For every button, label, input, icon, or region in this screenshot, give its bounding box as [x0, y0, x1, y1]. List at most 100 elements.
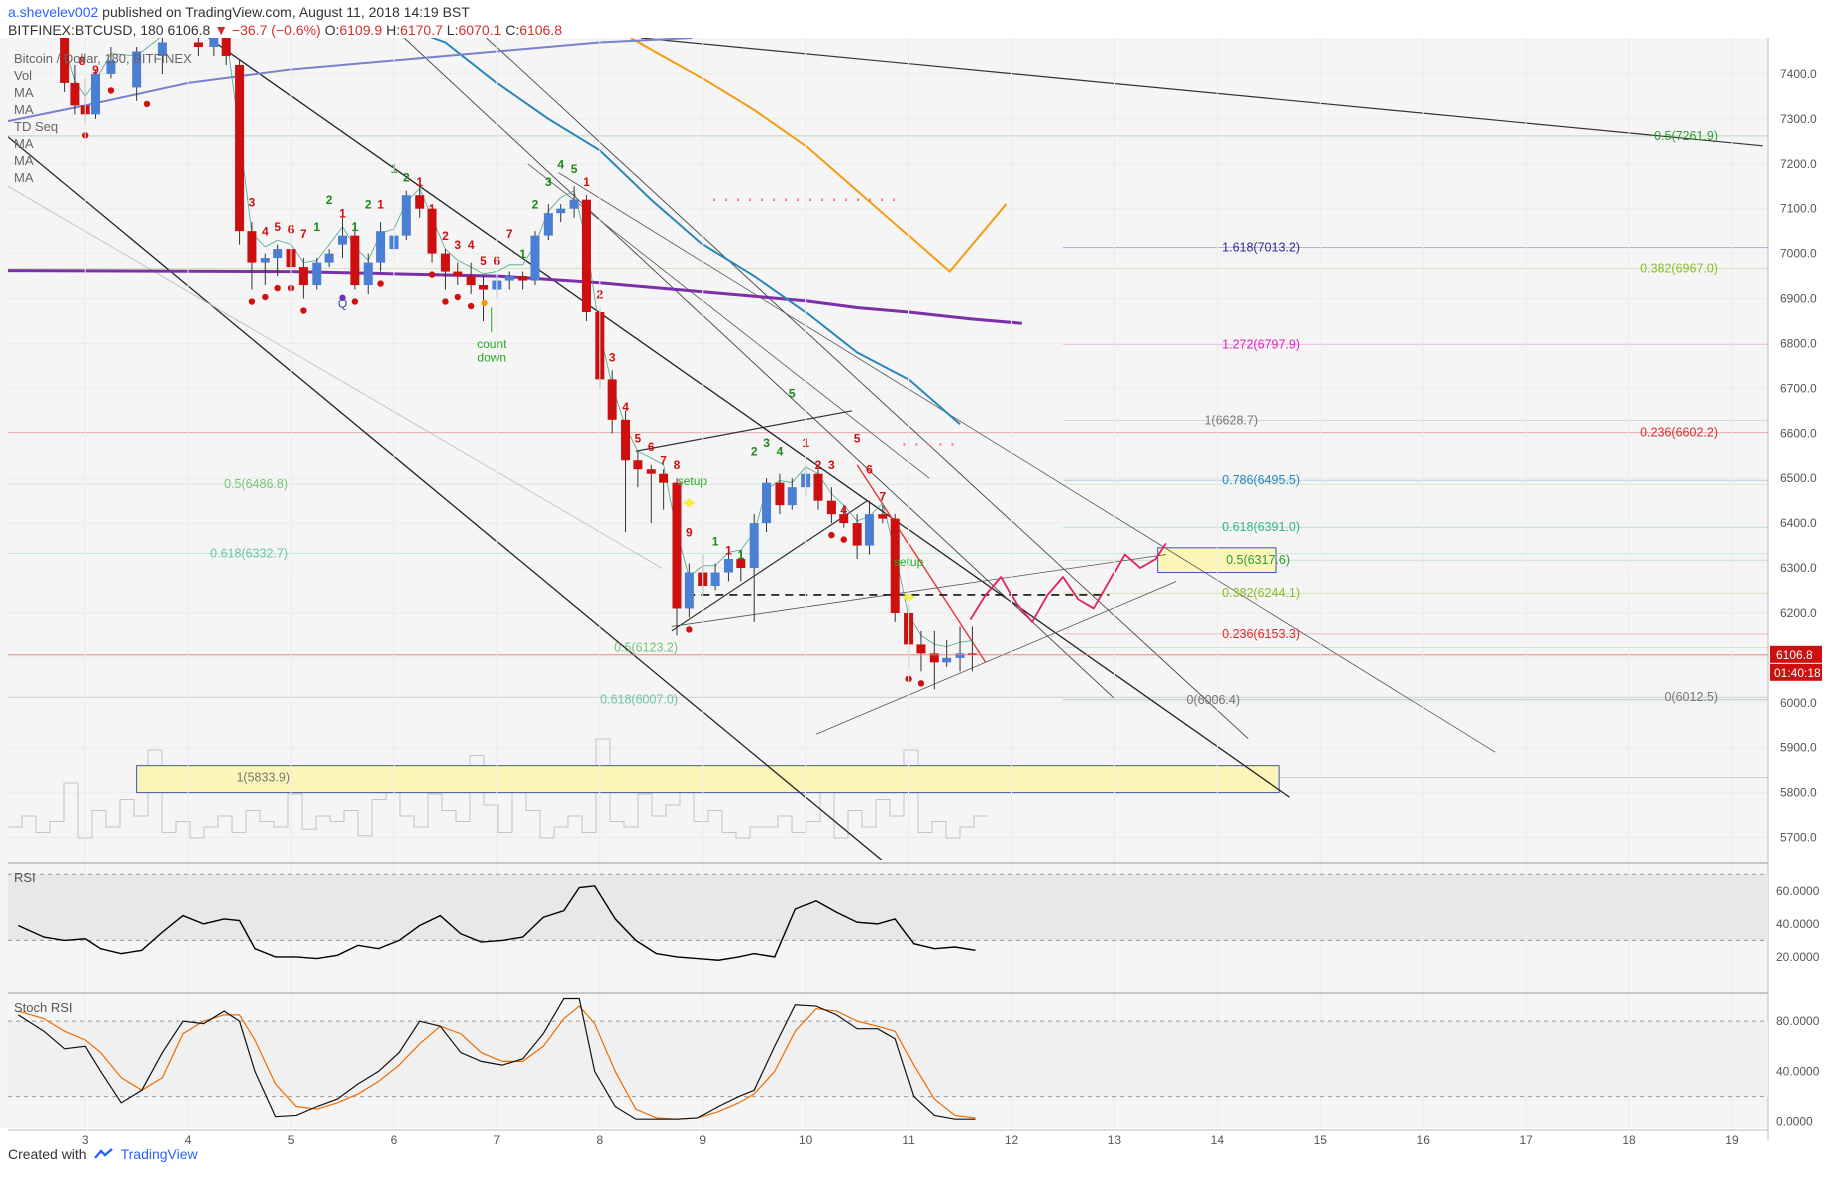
signal-dot [917, 680, 925, 687]
highlight-zone [136, 765, 1280, 794]
highlight-zone [1157, 547, 1277, 574]
candle-down [775, 482, 785, 506]
candle-up [90, 73, 100, 115]
setup-marker [683, 498, 696, 508]
candle-down [350, 235, 360, 286]
legend-item-vol[interactable]: Vol [14, 68, 33, 83]
signal-dot [442, 298, 449, 305]
stoch-tick-label: 0.0000 [1776, 1115, 1813, 1129]
fib-level-label: 1.618(7013.2) [1222, 241, 1300, 255]
fib-level-label: 0.618(6391.0) [1222, 520, 1300, 534]
date-tick-label: 11 [902, 1133, 915, 1147]
candle-down [646, 469, 656, 474]
high-value: 6170.7 [400, 22, 443, 38]
rsi-tick-label: 60.0000 [1776, 884, 1820, 898]
price-tick-label: 6000.0 [1780, 696, 1817, 710]
legend-item-ma[interactable]: MA [14, 136, 34, 151]
signal-dot [274, 284, 281, 292]
chart-annotation: count [477, 337, 507, 351]
signal-dot [481, 299, 488, 307]
td-sequential-label: 1 [416, 175, 423, 189]
change-value: −36.7 (−0.6%) [231, 22, 321, 38]
td-sequential-label: 1 [737, 548, 744, 562]
legend-item-td-seq[interactable]: TD Seq [14, 119, 59, 134]
candle-up [942, 657, 952, 663]
candle-up [376, 231, 386, 263]
rsi-tick-label: 40.0000 [1776, 917, 1820, 931]
signal-dot [300, 307, 307, 314]
main-pane: 7892345671211211211234567123451234567891… [8, 31, 1768, 860]
fib-level-label: 0.5(6317.6) [1226, 553, 1290, 567]
stoch-d-line [18, 1005, 976, 1120]
td-sequential-label: 5 [480, 254, 487, 268]
date-tick-label: 14 [1211, 1133, 1225, 1147]
close-label: C: [505, 22, 520, 38]
td-sequential-label: 2 [532, 198, 539, 212]
legend-item-ma[interactable]: MA [14, 170, 34, 185]
tradingview-logo-icon [93, 1148, 113, 1159]
td-sequential-label: 7 [61, 63, 68, 77]
legend-item-ma[interactable]: MA [14, 153, 34, 168]
rsi-pane-label[interactable]: RSI [14, 870, 36, 885]
price-tick-label: 7100.0 [1780, 202, 1817, 216]
candle-down [826, 500, 836, 515]
td-sequential-label: 8 [892, 588, 899, 602]
symbol-label: BITFINEX:BTCUSD, 180 [8, 22, 164, 38]
candle-up [260, 258, 270, 263]
countdown-text: 01:40:18 [1774, 666, 1821, 680]
td-sequential-label: 6 [866, 463, 873, 477]
trendline [856, 464, 987, 663]
candle-up [273, 249, 283, 259]
high-label: H: [386, 22, 401, 38]
fib-level-label: 0.382(6244.1) [1222, 586, 1300, 600]
tradingview-link[interactable]: TradingView [120, 1146, 198, 1162]
candle-down [967, 653, 977, 655]
price-tick-label: 6400.0 [1780, 516, 1817, 530]
candle-up [723, 559, 733, 573]
date-tick-label: 3 [82, 1133, 89, 1147]
td-sequential-label: 1 [583, 175, 590, 189]
indicator-legend: Bitcoin / Dollar, 180, BITFINEX Vol MA M… [14, 50, 192, 186]
td-sequential-label: 8 [674, 458, 681, 472]
td-sequential-label: 4 [262, 225, 269, 239]
low-label: L: [446, 22, 459, 38]
candle-up [864, 514, 874, 546]
projection-path [969, 542, 1167, 623]
price-label-box [1770, 645, 1822, 663]
rsi-band [8, 874, 1768, 941]
price-tick-label: 7300.0 [1780, 112, 1817, 126]
signal-dot [107, 87, 115, 94]
fib-level-label: 0.618(6332.7) [210, 546, 288, 560]
td-sequential-label: 3 [249, 195, 256, 209]
price-tick-label: 5700.0 [1780, 831, 1817, 845]
stoch-tick-label: 40.0000 [1776, 1064, 1820, 1078]
trendline [640, 38, 1763, 147]
candle-up [209, 38, 219, 47]
fib-level-label: 1.272(6797.9) [1222, 337, 1300, 351]
legend-item-ma[interactable]: MA [14, 102, 34, 117]
stoch-pane-label[interactable]: Stoch RSI [14, 1000, 73, 1015]
td-sequential-label: 4 [777, 445, 784, 459]
legend-title[interactable]: Bitcoin / Dollar, 180, BITFINEX [14, 51, 192, 66]
candle-down [736, 559, 746, 569]
td-sequential-label: 5 [789, 386, 796, 400]
price-tick-label: 6800.0 [1780, 336, 1817, 350]
candle-down [70, 82, 80, 106]
price-tick-label: 6200.0 [1780, 606, 1817, 620]
candle-down [581, 199, 591, 312]
date-tick-label: 12 [1005, 1133, 1019, 1147]
td-sequential-label: 2 [442, 229, 449, 243]
candle-up [363, 262, 373, 286]
author-link[interactable]: a.shevelev002 [8, 4, 99, 20]
candle-up [710, 572, 720, 586]
candle-down [878, 514, 888, 519]
td-sequential-label: 4 [557, 157, 564, 171]
td-sequential-label: 3 [763, 436, 770, 450]
candle-down [659, 473, 669, 483]
td-sequential-label: 2 [365, 198, 372, 212]
signal-dot [339, 294, 346, 301]
td-sequential-label: 2 [223, 31, 230, 45]
close-value: 6106.8 [519, 22, 563, 38]
legend-item-ma[interactable]: MA [14, 85, 34, 100]
